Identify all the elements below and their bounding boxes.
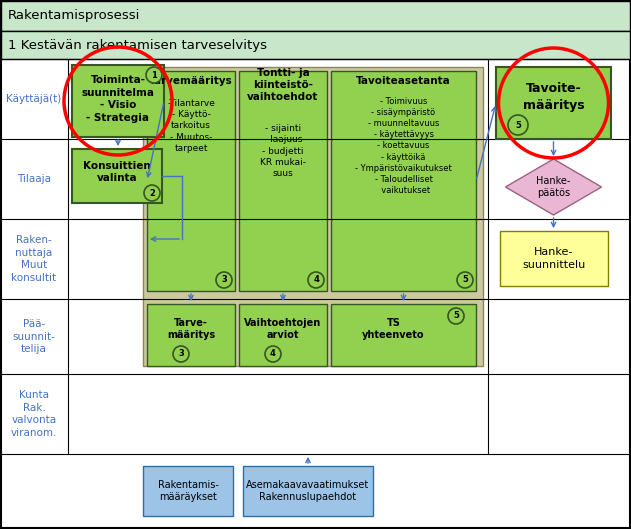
Text: 5: 5: [453, 312, 459, 321]
Text: Käyttäjä(t): Käyttäjä(t): [6, 94, 62, 104]
Text: 2: 2: [149, 188, 155, 197]
Circle shape: [308, 272, 324, 288]
Text: Raken-
nuttaja
Muut
konsultit: Raken- nuttaja Muut konsultit: [11, 235, 57, 282]
Circle shape: [457, 272, 473, 288]
Text: - sijainti
- laajuus
- budjetti
KR mukai-
suus: - sijainti - laajuus - budjetti KR mukai…: [260, 124, 306, 178]
Circle shape: [265, 346, 281, 362]
Text: 1 Kestävän rakentamisen tarveselvitys: 1 Kestävän rakentamisen tarveselvitys: [8, 39, 267, 51]
Bar: [239, 71, 327, 291]
Bar: [239, 304, 327, 366]
Text: 5: 5: [462, 276, 468, 285]
Circle shape: [146, 67, 162, 83]
Bar: [1, 31, 630, 59]
Bar: [496, 67, 611, 139]
Text: Tontti- ja
kiinteistö-
vaihtoehdot: Tontti- ja kiinteistö- vaihtoehdot: [247, 68, 319, 103]
Circle shape: [144, 185, 160, 201]
Bar: [331, 304, 476, 366]
Text: Kunta
Rak.
valvonta
viranom.: Kunta Rak. valvonta viranom.: [11, 390, 57, 437]
Bar: [147, 304, 235, 366]
Bar: [72, 149, 162, 203]
Bar: [143, 67, 483, 366]
Bar: [143, 466, 233, 516]
Bar: [331, 71, 476, 291]
Text: 4: 4: [270, 350, 276, 359]
Circle shape: [173, 346, 189, 362]
Polygon shape: [505, 159, 601, 215]
Text: Pää-
suunnit-
telija: Pää- suunnit- telija: [13, 319, 56, 354]
Text: 3: 3: [178, 350, 184, 359]
Text: Tavoiteasetanta: Tavoiteasetanta: [356, 76, 451, 86]
Bar: [243, 466, 373, 516]
Text: Vaihtoehtojen
arviot: Vaihtoehtojen arviot: [244, 318, 322, 340]
Text: Rakentamis-
määräykset: Rakentamis- määräykset: [158, 480, 218, 502]
Text: 5: 5: [515, 121, 521, 130]
Text: -Tilantarve
- Käyttö-
tarkoitus
- Muutos-
tarpeet: -Tilantarve - Käyttö- tarkoitus - Muutos…: [167, 99, 215, 153]
Text: Konsuittien
valinta: Konsuittien valinta: [83, 161, 151, 183]
Text: Tarvemääritys: Tarvemääritys: [149, 76, 233, 86]
Text: Tilaaja: Tilaaja: [17, 174, 51, 184]
Text: Tarve-
määritys: Tarve- määritys: [167, 318, 215, 340]
Circle shape: [508, 115, 528, 135]
Circle shape: [216, 272, 232, 288]
Text: Asemakaavavaatimukset
Rakennuslupaehdot: Asemakaavavaatimukset Rakennuslupaehdot: [246, 480, 370, 502]
Text: Hanke-
suunnittelu: Hanke- suunnittelu: [522, 247, 586, 270]
Bar: [500, 231, 608, 286]
Text: TS
yhteenveto: TS yhteenveto: [362, 318, 425, 340]
Bar: [72, 65, 164, 137]
Text: - Toimivuus
- sisäympäristö
- muunneltavuus
- käytettävyys
- koettavuus
- käyttö: - Toimivuus - sisäympäristö - muunneltav…: [355, 97, 452, 195]
Text: Tavoite-
määritys: Tavoite- määritys: [522, 83, 584, 112]
Text: 1: 1: [151, 70, 157, 79]
Text: 3: 3: [221, 276, 227, 285]
Bar: [1, 1, 630, 31]
Text: Toiminta-
suunnitelma
- Visio
- Strategia: Toiminta- suunnitelma - Visio - Strategi…: [81, 76, 155, 123]
Bar: [147, 71, 235, 291]
Text: Hanke-
päätös: Hanke- päätös: [536, 176, 570, 198]
Text: 4: 4: [313, 276, 319, 285]
Circle shape: [448, 308, 464, 324]
Text: Rakentamisprosessi: Rakentamisprosessi: [8, 10, 140, 23]
